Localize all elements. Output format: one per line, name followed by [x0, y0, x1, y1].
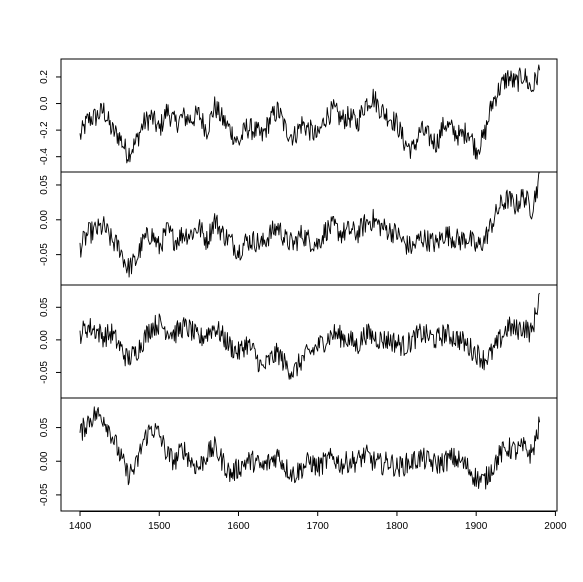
x-tick-label: 1800	[386, 521, 409, 532]
x-tick-label: 1700	[307, 521, 330, 532]
y-tick-label: 0.0	[39, 96, 50, 110]
y-tick-label: -0.05	[39, 483, 50, 506]
y-tick-label: 0.00	[39, 210, 50, 230]
panel-frame	[60, 284, 558, 399]
y-tick-label: 0.05	[39, 297, 50, 317]
x-tick-label: 1600	[227, 521, 250, 532]
y-tick-label: 0.00	[39, 330, 50, 350]
panel-3: 0.05 0.00 -0.05	[39, 284, 558, 399]
panel-2: 0.05 0.00 -0.05	[39, 171, 558, 286]
y-tick-label: 0.05	[39, 175, 50, 195]
series-line-panel-3	[79, 292, 540, 380]
series-line-panel-1	[79, 64, 541, 164]
y-tick-label: -0.2	[39, 121, 50, 139]
panels: 0.2 0.0 -0.2 -0.4 0.05 0.00 -0.05 0.05 0.00 -0.05…	[39, 58, 558, 512]
panel-frame	[60, 58, 558, 173]
y-tick-label: -0.05	[39, 361, 50, 384]
panel-4: 0.05 0.00 -0.05	[39, 397, 558, 512]
x-tick-label: 1500	[148, 521, 171, 532]
panel-frame	[60, 171, 558, 286]
series-line-panel-4	[79, 406, 541, 490]
y-tick-label: -0.05	[39, 243, 50, 266]
y-tick-label: 0.00	[39, 451, 50, 471]
x-axis: 1400 1500 1600 1700 1800 1900 2000	[69, 511, 567, 532]
y-tick-label: -0.4	[39, 148, 50, 166]
panel-1: 0.2 0.0 -0.2 -0.4	[39, 58, 558, 173]
y-tick-label: 0.05	[39, 417, 50, 437]
series-line-panel-2	[79, 172, 540, 278]
panel-frame	[60, 397, 558, 512]
x-tick-label: 2000	[544, 521, 567, 532]
x-tick-label: 1400	[69, 521, 92, 532]
x-tick-label: 1900	[465, 521, 488, 532]
y-tick-label: 0.2	[39, 70, 50, 84]
